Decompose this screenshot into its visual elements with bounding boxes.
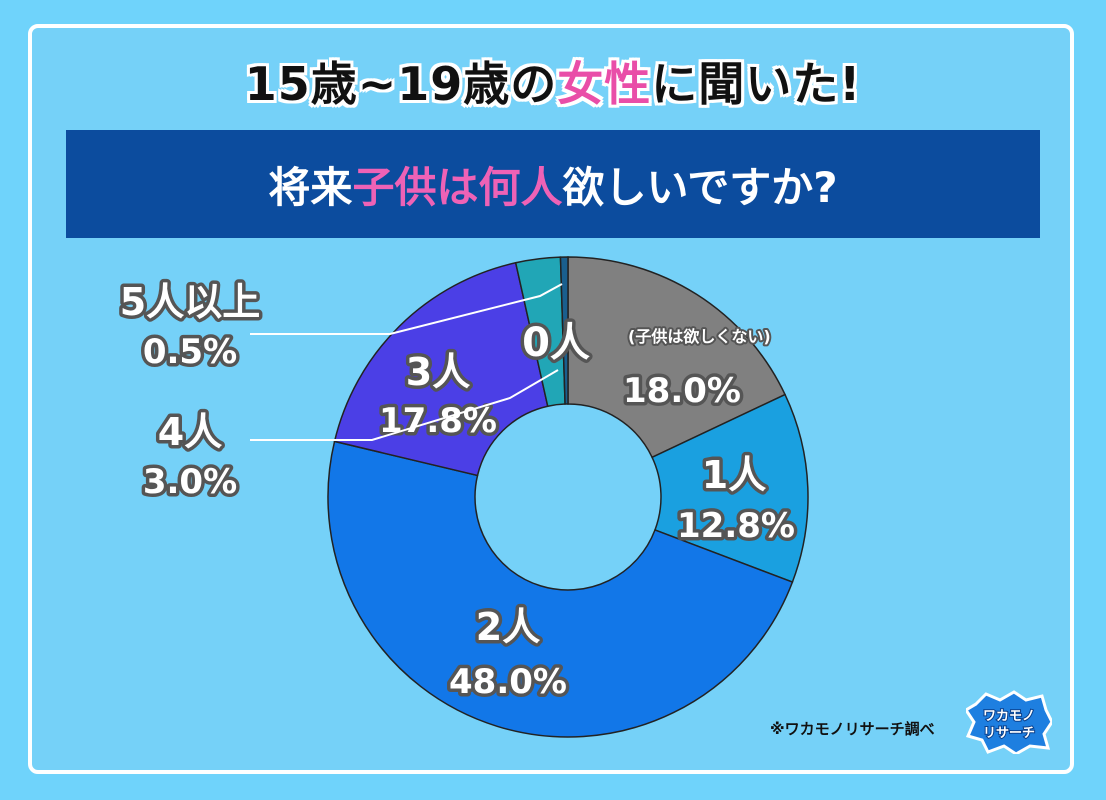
logo-line2: リサーチ	[983, 726, 1035, 741]
label-category-2: 2人	[476, 605, 540, 649]
logo-line1: ワカモノ	[983, 709, 1035, 724]
title-part1: 15歳~19歳の	[244, 57, 558, 111]
label-value-3: 17.8%	[379, 401, 497, 441]
question-part2: 欲しいですか?	[562, 162, 838, 212]
source-note: ※ワカモノリサーチ調べ	[770, 720, 935, 738]
label-category-4: 4人	[158, 410, 222, 454]
label-value-2: 48.0%	[449, 662, 567, 702]
slice-0	[567, 256, 787, 459]
slice-5	[559, 256, 569, 405]
label-note-0: (子供は欲しくない)	[628, 327, 771, 346]
page-title: 15歳~19歳の女性に聞いた!	[0, 48, 1106, 114]
label-value-5: 0.5%	[143, 332, 237, 372]
leader-line-4	[250, 369, 559, 441]
wakamono-research-logo: ワカモノ リサーチ	[966, 690, 1052, 754]
title-highlight: 女性	[557, 57, 652, 111]
label-category-5: 5人以上	[120, 280, 260, 324]
leader-line-5	[250, 283, 563, 335]
label-category-0: 0人	[522, 320, 590, 366]
question-highlight: 子供は何人	[352, 162, 563, 212]
label-value-0: 18.0%	[623, 371, 741, 411]
label-category-1: 1人	[702, 453, 766, 497]
label-value-1: 12.8%	[677, 506, 795, 546]
slice-3	[333, 261, 549, 477]
slice-2	[327, 440, 794, 738]
question-banner: 将来子供は何人欲しいですか?	[66, 130, 1040, 238]
question-part1: 将来	[268, 162, 353, 212]
title-part2: に聞いた!	[651, 57, 862, 111]
question-text: 将来子供は何人欲しいですか?	[268, 154, 837, 215]
slice-1	[651, 393, 809, 584]
label-category-3: 3人	[406, 350, 470, 394]
label-value-4: 3.0%	[143, 462, 237, 502]
